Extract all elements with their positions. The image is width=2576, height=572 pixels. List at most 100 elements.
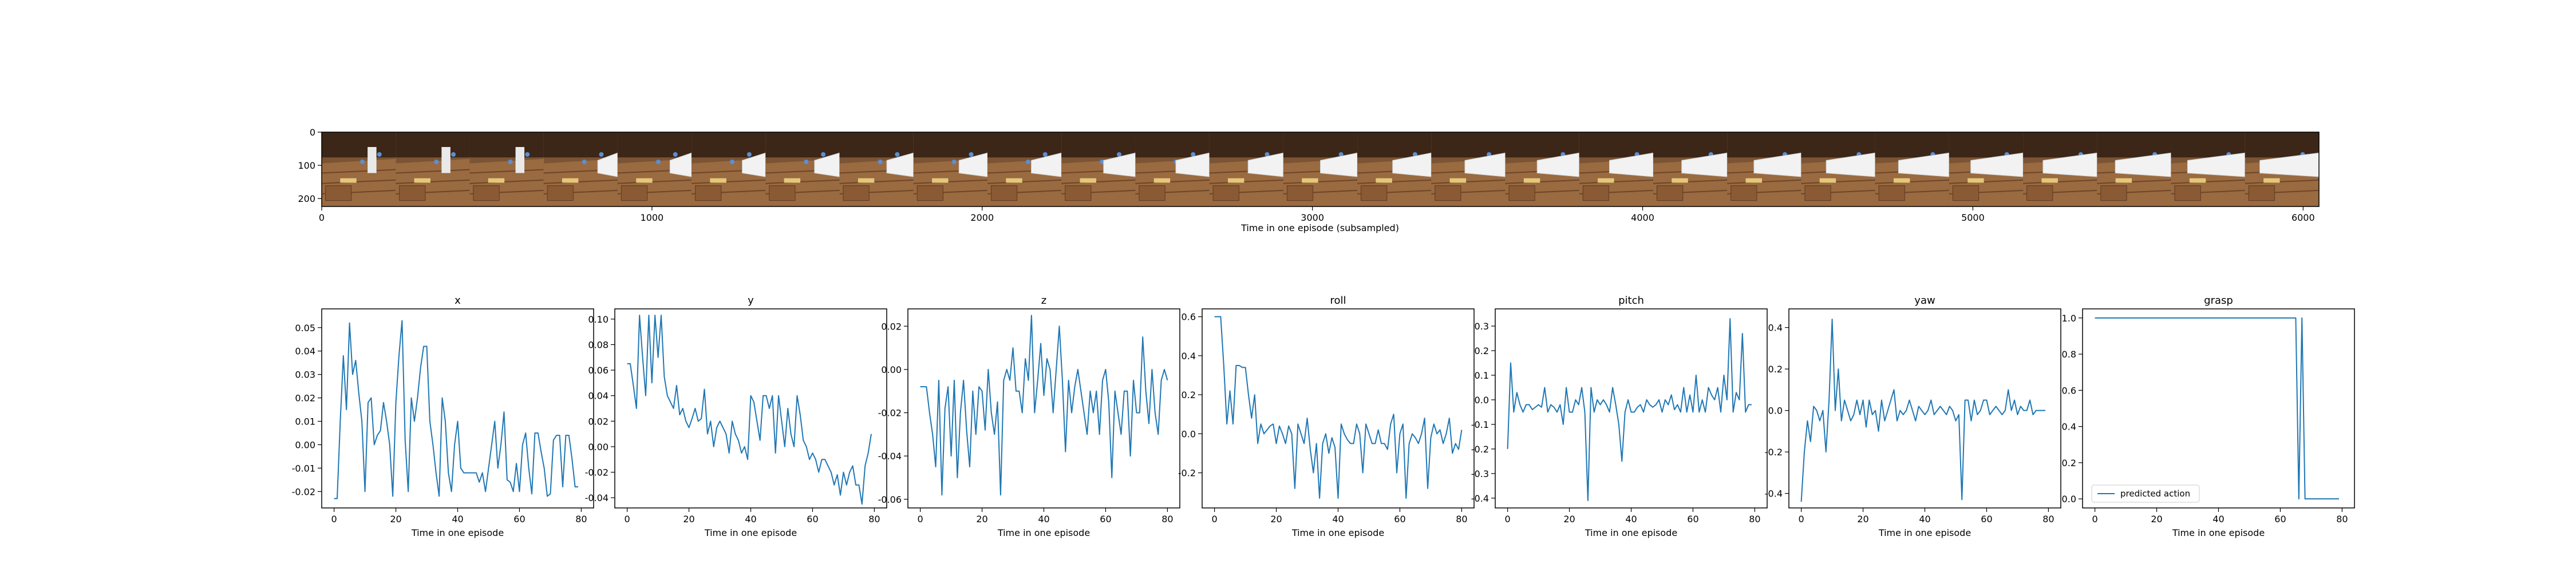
filmstrip-xtick-label: 3000 <box>1301 212 1324 223</box>
filmstrip-frame <box>1135 132 1210 206</box>
ytick-label: 0.2 <box>2062 458 2076 468</box>
xtick-label: 80 <box>1456 514 1467 525</box>
ytick-label: 0.8 <box>2062 349 2076 360</box>
xtick-label: 80 <box>575 514 587 525</box>
series-line <box>920 315 1168 496</box>
subplot-pitch: pitch 0 20 40 60 80 -0.4 -0.3 -0.2 -0.1 0.0 0.1 0.2 0… <box>1471 295 1768 538</box>
ytick-label: 0.00 <box>881 364 902 375</box>
legend-label: predicted action <box>2120 488 2190 499</box>
subplot-grasp: grasp 0 20 40 60 80 0.0 0.2 0.4 0.6 0.8 1.0 Time in … <box>2062 295 2355 538</box>
xtick-label: 0 <box>1798 514 1804 525</box>
series-line <box>1507 318 1752 502</box>
filmstrip-frame <box>913 132 988 206</box>
ytick-label: 0.4 <box>1768 323 1783 333</box>
ytick-label: -0.02 <box>292 486 315 497</box>
filmstrip-frame <box>1209 132 1284 206</box>
subplot-xlabel: Time in one episode <box>1291 527 1384 538</box>
ytick-label: 0.05 <box>295 323 315 333</box>
series-line <box>627 315 872 505</box>
series-line <box>2095 317 2340 500</box>
xtick-label: 20 <box>390 514 401 525</box>
ytick-label: 0.6 <box>2062 385 2076 396</box>
filmstrip-frame <box>1949 132 2024 206</box>
subplot-title: pitch <box>1618 295 1644 307</box>
filmstrip-xtick-label: 4000 <box>1631 212 1654 223</box>
ytick-label: 0.0 <box>2062 494 2076 505</box>
ytick-label: 0.06 <box>588 365 609 376</box>
subplot-title: z <box>1041 295 1046 307</box>
ytick-label: 0.6 <box>1182 312 1196 323</box>
filmstrip-xtick-label: 2000 <box>970 212 994 223</box>
subplot-y: y 0 20 40 60 80 -0.04 -0.02 0.00 0.02 0.04 0.06 0.08… <box>585 295 887 538</box>
xtick-label: 40 <box>1919 514 1930 525</box>
subplot-title: y <box>748 295 754 307</box>
ytick-label: 0.00 <box>295 439 315 450</box>
xtick-label: 60 <box>1687 514 1698 525</box>
filmstrip-frame <box>1283 132 1358 206</box>
series-line <box>334 320 579 499</box>
ytick-label: -0.2 <box>1471 444 1489 455</box>
filmstrip-frame <box>839 132 914 206</box>
filmstrip-panel: 0 1000 2000 3000 4000 5000 6000 0 100 200 Time in… <box>298 127 2320 233</box>
axes-frame <box>1495 308 1768 509</box>
xtick-label: 0 <box>917 514 923 525</box>
xtick-label: 60 <box>2274 514 2286 525</box>
subplot-xlabel: Time in one episode <box>1585 527 1677 538</box>
xtick-label: 20 <box>1563 514 1575 525</box>
filmstrip-frame <box>1431 132 1506 206</box>
axes-frame <box>321 308 594 509</box>
ytick-label: 0.0 <box>1182 428 1196 439</box>
filmstrip-frame <box>543 132 618 206</box>
ytick-label: 0.1 <box>1475 370 1489 381</box>
filmstrip-frame <box>396 132 470 206</box>
legend: predicted action <box>2091 484 2200 503</box>
ytick-label: 1.0 <box>2062 313 2076 324</box>
subplot-x: x 0 20 40 60 80 -0.02 -0.01 0.00 0.01 0.02 0.03 0.04… <box>292 295 594 538</box>
xtick-label: 40 <box>745 514 756 525</box>
xtick-label: 60 <box>1981 514 1992 525</box>
subplot-xlabel: Time in one episode <box>704 527 797 538</box>
filmstrip-frame <box>1061 132 1136 206</box>
subplot-title: x <box>455 295 461 307</box>
filmstrip-frame <box>2097 132 2172 206</box>
ytick-label: 0.04 <box>295 346 315 357</box>
filmstrip-frame <box>469 132 544 206</box>
subplot-roll: roll 0 20 40 60 80 -0.2 0.0 0.2 0.4 0.6 Time in one… <box>1178 295 1475 538</box>
filmstrip-frame <box>987 132 1062 206</box>
ytick-label: 0.04 <box>588 391 609 402</box>
ytick-label: -0.4 <box>1765 488 1783 499</box>
xtick-label: 0 <box>1211 514 1217 525</box>
xtick-label: 60 <box>807 514 818 525</box>
filmstrip-frame <box>321 132 396 206</box>
subplot-xlabel: Time in one episode <box>1878 527 1971 538</box>
ytick-label: 0.2 <box>1768 364 1783 375</box>
xtick-label: 80 <box>868 514 880 525</box>
ytick-label: 0.0 <box>1475 395 1489 406</box>
filmstrip-frame <box>1357 132 1432 206</box>
filmstrip-ytick-label: 100 <box>298 160 315 171</box>
ytick-label: -0.04 <box>878 451 902 462</box>
ytick-label: -0.2 <box>1765 447 1783 458</box>
ytick-label: -0.04 <box>585 492 609 503</box>
filmstrip-frame <box>1875 132 1950 206</box>
ytick-label: -0.2 <box>1178 468 1196 479</box>
ytick-label: -0.1 <box>1471 419 1489 430</box>
filmstrip-ytick-label: 200 <box>298 193 315 204</box>
xtick-label: 80 <box>2336 514 2348 525</box>
filmstrip-xlabel: Time in one episode (subsampled) <box>1240 223 1399 233</box>
xtick-label: 20 <box>976 514 987 525</box>
filmstrip-axes-frame <box>321 132 2320 207</box>
filmstrip-frame <box>692 132 766 206</box>
series-line <box>1214 316 1463 499</box>
subplots: x0 20 40 60 80-0.02-0.010.000.010.020.030.04… <box>292 295 2355 538</box>
axes-frame <box>1202 308 1475 509</box>
ytick-label: 0.2 <box>1182 390 1196 400</box>
xtick-label: 40 <box>2212 514 2224 525</box>
xtick-label: 0 <box>331 514 337 525</box>
xtick-label: 20 <box>683 514 694 525</box>
filmstrip-xtick-label: 6000 <box>2291 212 2315 223</box>
ytick-label: 0.02 <box>881 321 902 332</box>
xtick-label: 40 <box>1625 514 1637 525</box>
filmstrip-xtick-label: 0 <box>319 212 325 223</box>
